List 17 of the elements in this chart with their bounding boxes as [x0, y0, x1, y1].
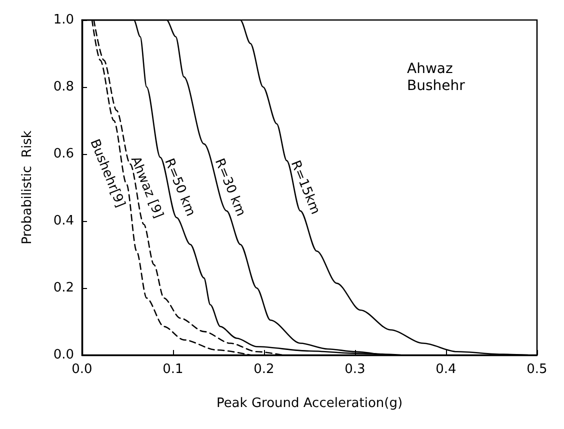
x-tick-label: 0.3	[344, 362, 366, 377]
x-tick-label: 0.1	[162, 362, 184, 377]
x-tick-label: 0.5	[526, 362, 548, 377]
x-axis-title: Peak Ground Acceleration(g)	[216, 396, 403, 411]
y-tick-label: 0.0	[53, 348, 74, 362]
annotation: Bushehr	[407, 78, 466, 94]
x-tick-label: 0.2	[254, 362, 274, 377]
text: R=30 km	[211, 156, 248, 218]
y-tick-label: 0.6	[53, 146, 74, 162]
annotation: Ahwaz	[407, 61, 453, 77]
x-tick-label: 0.4	[436, 362, 456, 377]
y-tick-label: 0.4	[53, 214, 74, 228]
y-tick-label: 1.0	[53, 12, 74, 28]
y-tick-label: 0.2	[53, 280, 74, 296]
y-tick-label: 0.8	[53, 80, 74, 94]
x-tick-label: 0.0	[72, 362, 92, 377]
y-axis-title: Probabilistic Risk	[20, 130, 35, 244]
